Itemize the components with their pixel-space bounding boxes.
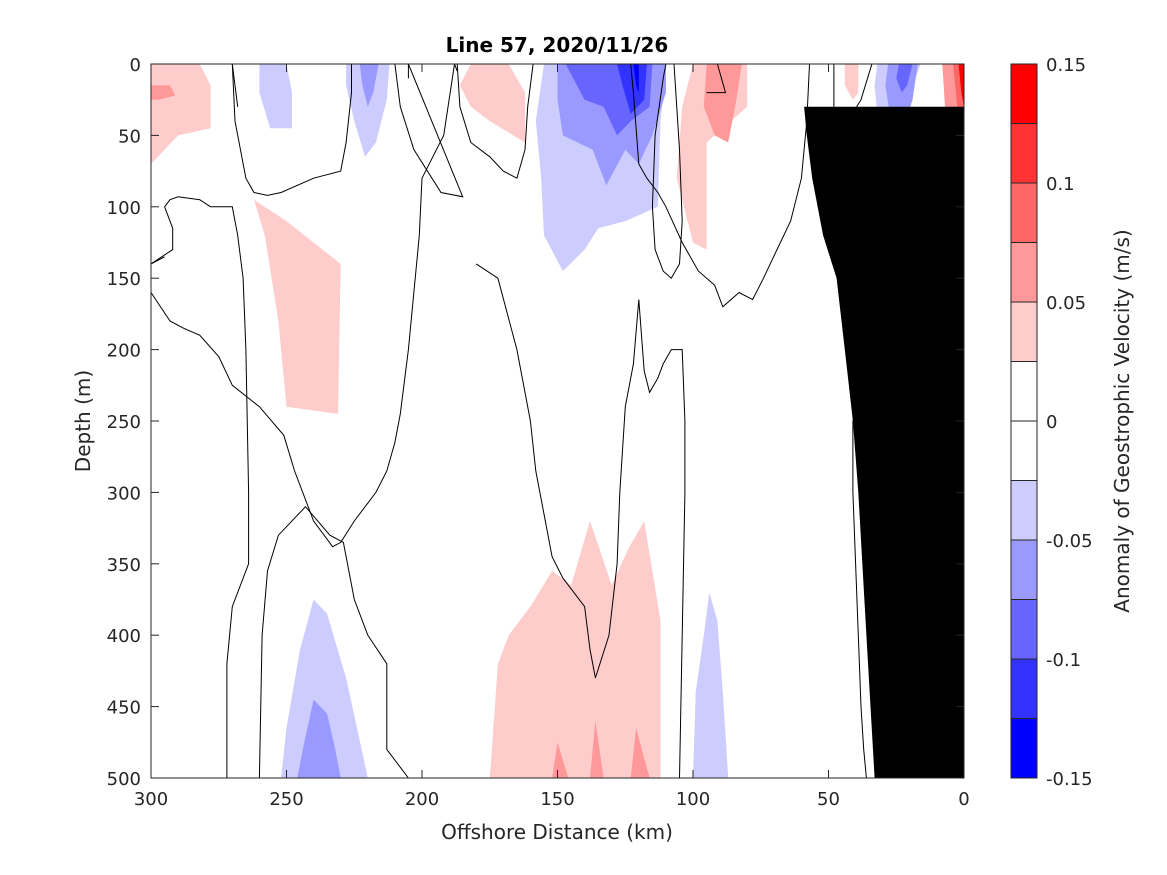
x-axis-label: Offshore Distance (km) (441, 820, 673, 844)
x-tick-label: 300 (134, 789, 168, 810)
velocity-region-7 (259, 64, 292, 129)
y-tick-label: 400 (107, 626, 141, 647)
velocity-region-14 (703, 64, 742, 143)
colorbar-swatch-11 (1011, 718, 1037, 778)
y-axis-label: Depth (m) (71, 370, 95, 472)
x-tick-label: 50 (817, 789, 840, 810)
y-tick-label: 100 (107, 198, 141, 219)
colorbar-swatch-6 (1011, 421, 1037, 481)
zero-contour-5 (210, 206, 250, 778)
y-tick-label: 500 (107, 769, 141, 790)
chart-title: Line 57, 2020/11/26 (446, 33, 669, 57)
velocity-region-28 (633, 64, 639, 93)
colorbar-tick-label: 0.05 (1046, 293, 1086, 314)
colorbar-swatch-0 (1011, 64, 1037, 124)
zero-contour-13 (651, 64, 683, 279)
velocity-region-13 (151, 85, 176, 100)
zero-contour-6 (258, 505, 409, 778)
colorbar-swatch-10 (1011, 659, 1037, 719)
velocity-region-18 (630, 728, 650, 778)
y-tick-label: 200 (107, 341, 141, 362)
y-tick-label: 50 (118, 126, 141, 147)
zero-contour-12 (706, 64, 727, 94)
colorbar-frame (1010, 63, 1038, 779)
zero-contour-3 (231, 64, 239, 107)
velocity-region-11 (281, 599, 368, 778)
y-tick-label: 350 (107, 555, 141, 576)
zero-contour-1 (151, 256, 165, 265)
zero-contour-11 (456, 64, 534, 179)
colorbar-tick-label: -0.05 (1046, 531, 1093, 552)
colorbar-tick-label: -0.1 (1046, 650, 1081, 671)
x-tick-label: 200 (405, 789, 439, 810)
colorbar-swatch-2 (1011, 183, 1037, 243)
colorbar-label: Anomaly of Geostrophic Velocity (m/s) (1110, 229, 1134, 612)
x-axis: 300 250 200 150 100 50 0 (134, 64, 970, 810)
velocity-region-6 (489, 521, 661, 778)
colorbar-swatch-7 (1011, 480, 1037, 540)
bathymetry-layer (804, 106, 964, 778)
velocity-region-4 (844, 64, 859, 100)
zero-contour-14 (475, 263, 686, 778)
colorbar-swatch-1 (1011, 123, 1037, 183)
colorbar-tick-label: -0.15 (1046, 769, 1093, 790)
x-tick-label: 100 (676, 789, 710, 810)
zero-contour-7 (394, 64, 464, 198)
y-tick-label: 0 (130, 55, 141, 76)
velocity-region-8 (346, 64, 390, 157)
zero-contour-2 (231, 64, 352, 196)
zero-contour-0 (151, 196, 211, 265)
zero-contour-10 (454, 64, 458, 72)
colorbar-tick-label: 0.15 (1046, 55, 1086, 76)
velocity-region-22 (297, 699, 341, 778)
y-tick-label: 150 (107, 269, 141, 290)
x-tick-label: 0 (958, 789, 969, 810)
velocity-region-12 (693, 592, 729, 778)
y-tick-label: 250 (107, 412, 141, 433)
x-tick-label: 150 (540, 789, 574, 810)
colorbar-swatch-4 (1011, 302, 1037, 362)
velocity-region-16 (552, 742, 569, 778)
velocity-region-17 (590, 720, 604, 778)
colorbar: 0.15 0.1 0.05 0 -0.05 -0.1 -0.15 (1010, 55, 1093, 790)
y-tick-label: 450 (107, 698, 141, 719)
colorbar-swatch-8 (1011, 540, 1037, 600)
colorbar-tick-label: 0.1 (1046, 174, 1075, 195)
colorbar-swatch-5 (1011, 361, 1037, 421)
x-tick-label: 250 (269, 789, 303, 810)
velocity-region-1 (254, 199, 341, 414)
velocity-region-25 (896, 64, 913, 93)
colorbar-tick-label: 0 (1046, 412, 1057, 433)
y-tick-label: 300 (107, 483, 141, 504)
zero-contour-8 (151, 64, 455, 548)
plot-area (151, 64, 964, 778)
seafloor-bathymetry (804, 106, 964, 778)
colorbar-swatch-9 (1011, 599, 1037, 659)
velocity-region-19 (359, 64, 379, 107)
y-axis: 0 50 100 150 200 250 300 350 400 450 500 (107, 55, 964, 790)
zero-contour-15 (630, 64, 810, 308)
velocity-region-2 (459, 64, 525, 143)
colorbar-swatch-3 (1011, 242, 1037, 302)
velocity-region-27 (958, 64, 964, 107)
velocity-fill-layer (151, 64, 964, 778)
velocity-region-26 (617, 64, 647, 114)
